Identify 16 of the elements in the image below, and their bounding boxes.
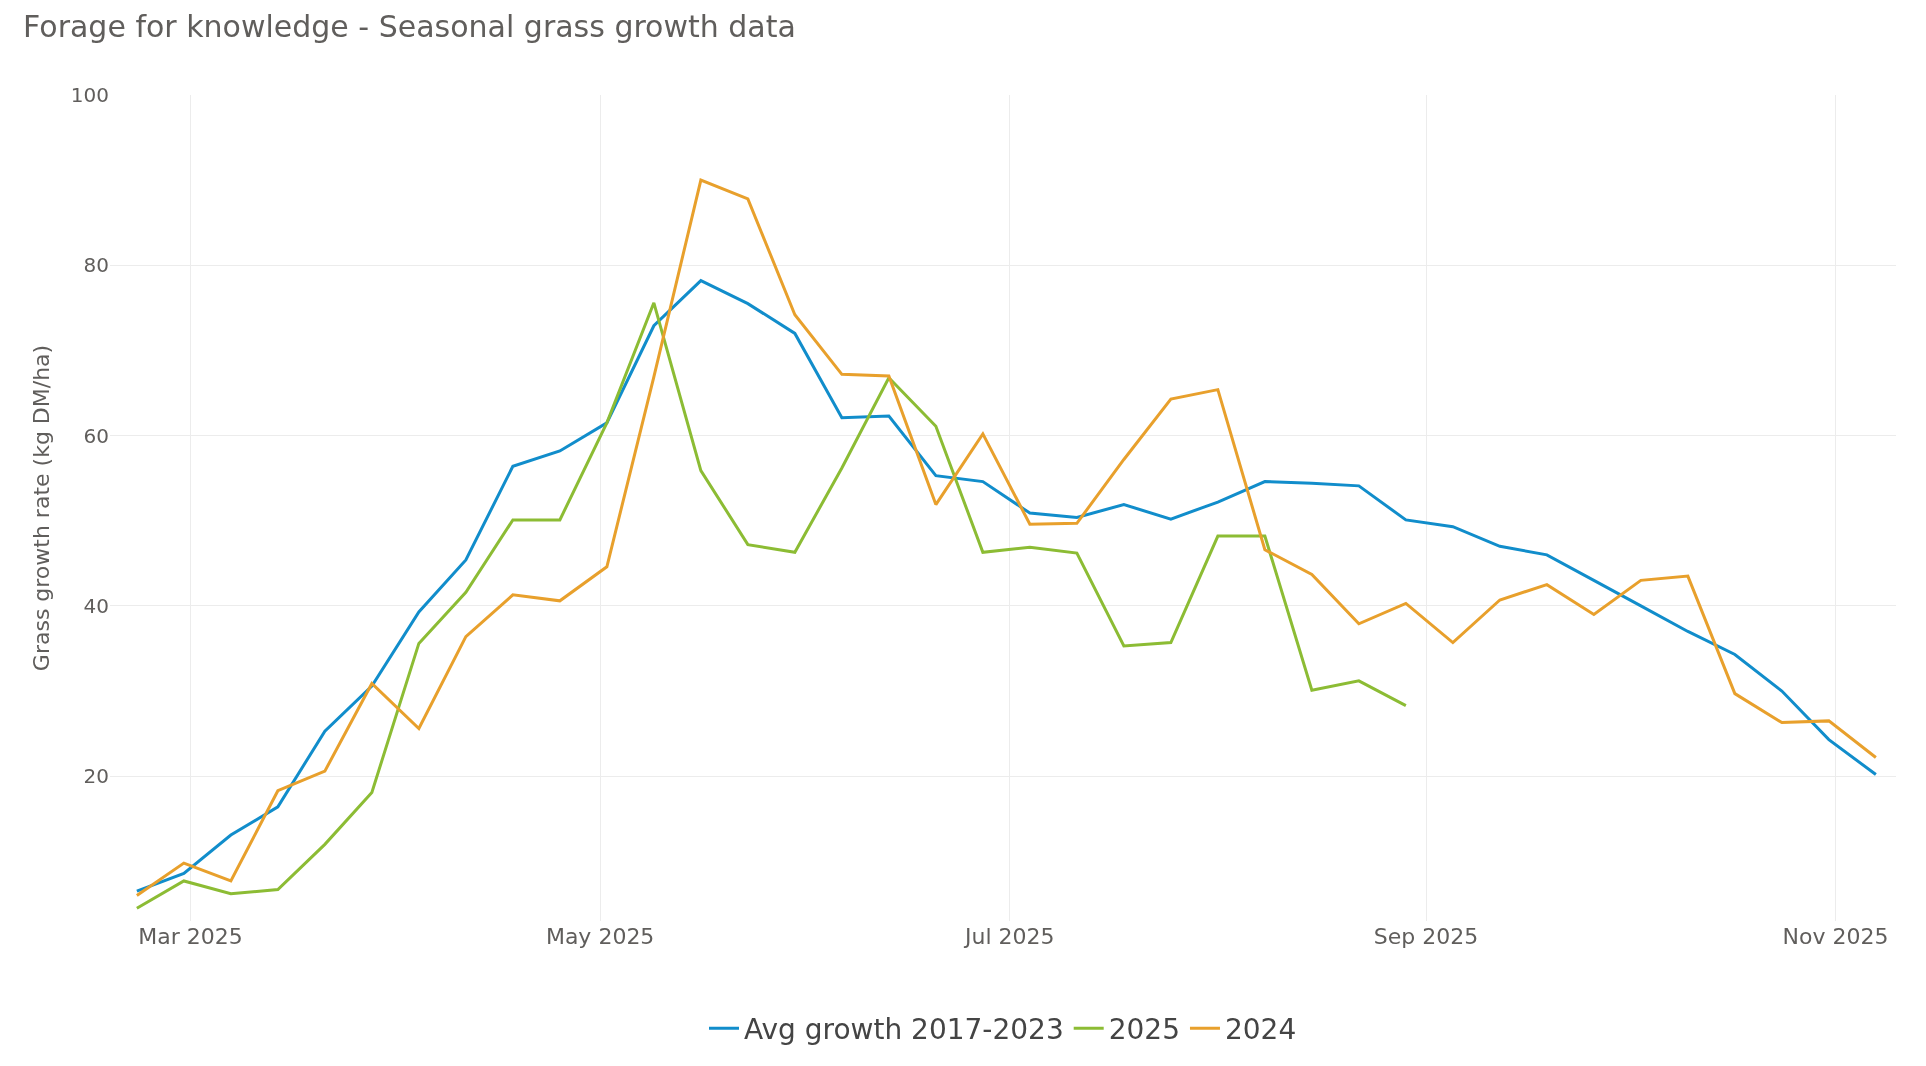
y-tick-label: 60 bbox=[83, 423, 109, 448]
x-tick-label: Nov 2025 bbox=[1782, 924, 1889, 949]
line-series bbox=[135, 301, 1408, 910]
y-tick-label: 80 bbox=[83, 253, 109, 278]
chart-title: Forage for knowledge - Seasonal grass growth data bbox=[23, 8, 796, 44]
x-tick-label: Sep 2025 bbox=[1373, 924, 1479, 949]
y-tick-label: 100 bbox=[70, 83, 109, 107]
y-axis-title: Grass growth rate (kg DM/ha) bbox=[28, 344, 54, 672]
y-tick-label: 20 bbox=[83, 764, 109, 789]
x-tick-label: Jul 2025 bbox=[962, 924, 1055, 949]
legend-label: Avg growth 2017-2023 bbox=[744, 1013, 1064, 1047]
legend-label: 2024 bbox=[1224, 1013, 1297, 1047]
y-tick-label: 40 bbox=[83, 593, 109, 618]
legend-label: 2025 bbox=[1108, 1013, 1180, 1047]
x-tick-label: May 2025 bbox=[545, 924, 655, 949]
x-tick-label: Mar 2025 bbox=[138, 924, 243, 949]
